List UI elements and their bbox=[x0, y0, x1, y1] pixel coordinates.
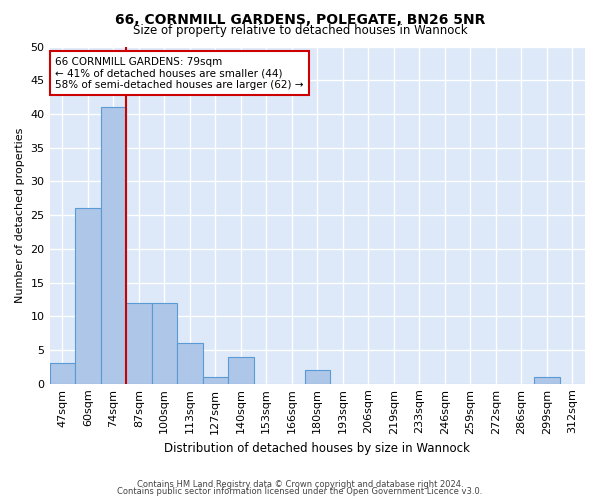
Bar bbox=[101, 107, 126, 384]
Y-axis label: Number of detached properties: Number of detached properties bbox=[15, 128, 25, 303]
Text: Contains public sector information licensed under the Open Government Licence v3: Contains public sector information licen… bbox=[118, 487, 482, 496]
Text: Size of property relative to detached houses in Wannock: Size of property relative to detached ho… bbox=[133, 24, 467, 37]
X-axis label: Distribution of detached houses by size in Wannock: Distribution of detached houses by size … bbox=[164, 442, 470, 455]
Text: 66, CORNMILL GARDENS, POLEGATE, BN26 5NR: 66, CORNMILL GARDENS, POLEGATE, BN26 5NR bbox=[115, 12, 485, 26]
Bar bbox=[177, 343, 203, 384]
Bar bbox=[75, 208, 101, 384]
Bar bbox=[50, 364, 75, 384]
Bar bbox=[152, 303, 177, 384]
Text: 66 CORNMILL GARDENS: 79sqm
← 41% of detached houses are smaller (44)
58% of semi: 66 CORNMILL GARDENS: 79sqm ← 41% of deta… bbox=[55, 56, 304, 90]
Bar bbox=[228, 356, 254, 384]
Bar bbox=[534, 377, 560, 384]
Bar bbox=[305, 370, 330, 384]
Bar bbox=[126, 303, 152, 384]
Text: Contains HM Land Registry data © Crown copyright and database right 2024.: Contains HM Land Registry data © Crown c… bbox=[137, 480, 463, 489]
Bar bbox=[203, 377, 228, 384]
